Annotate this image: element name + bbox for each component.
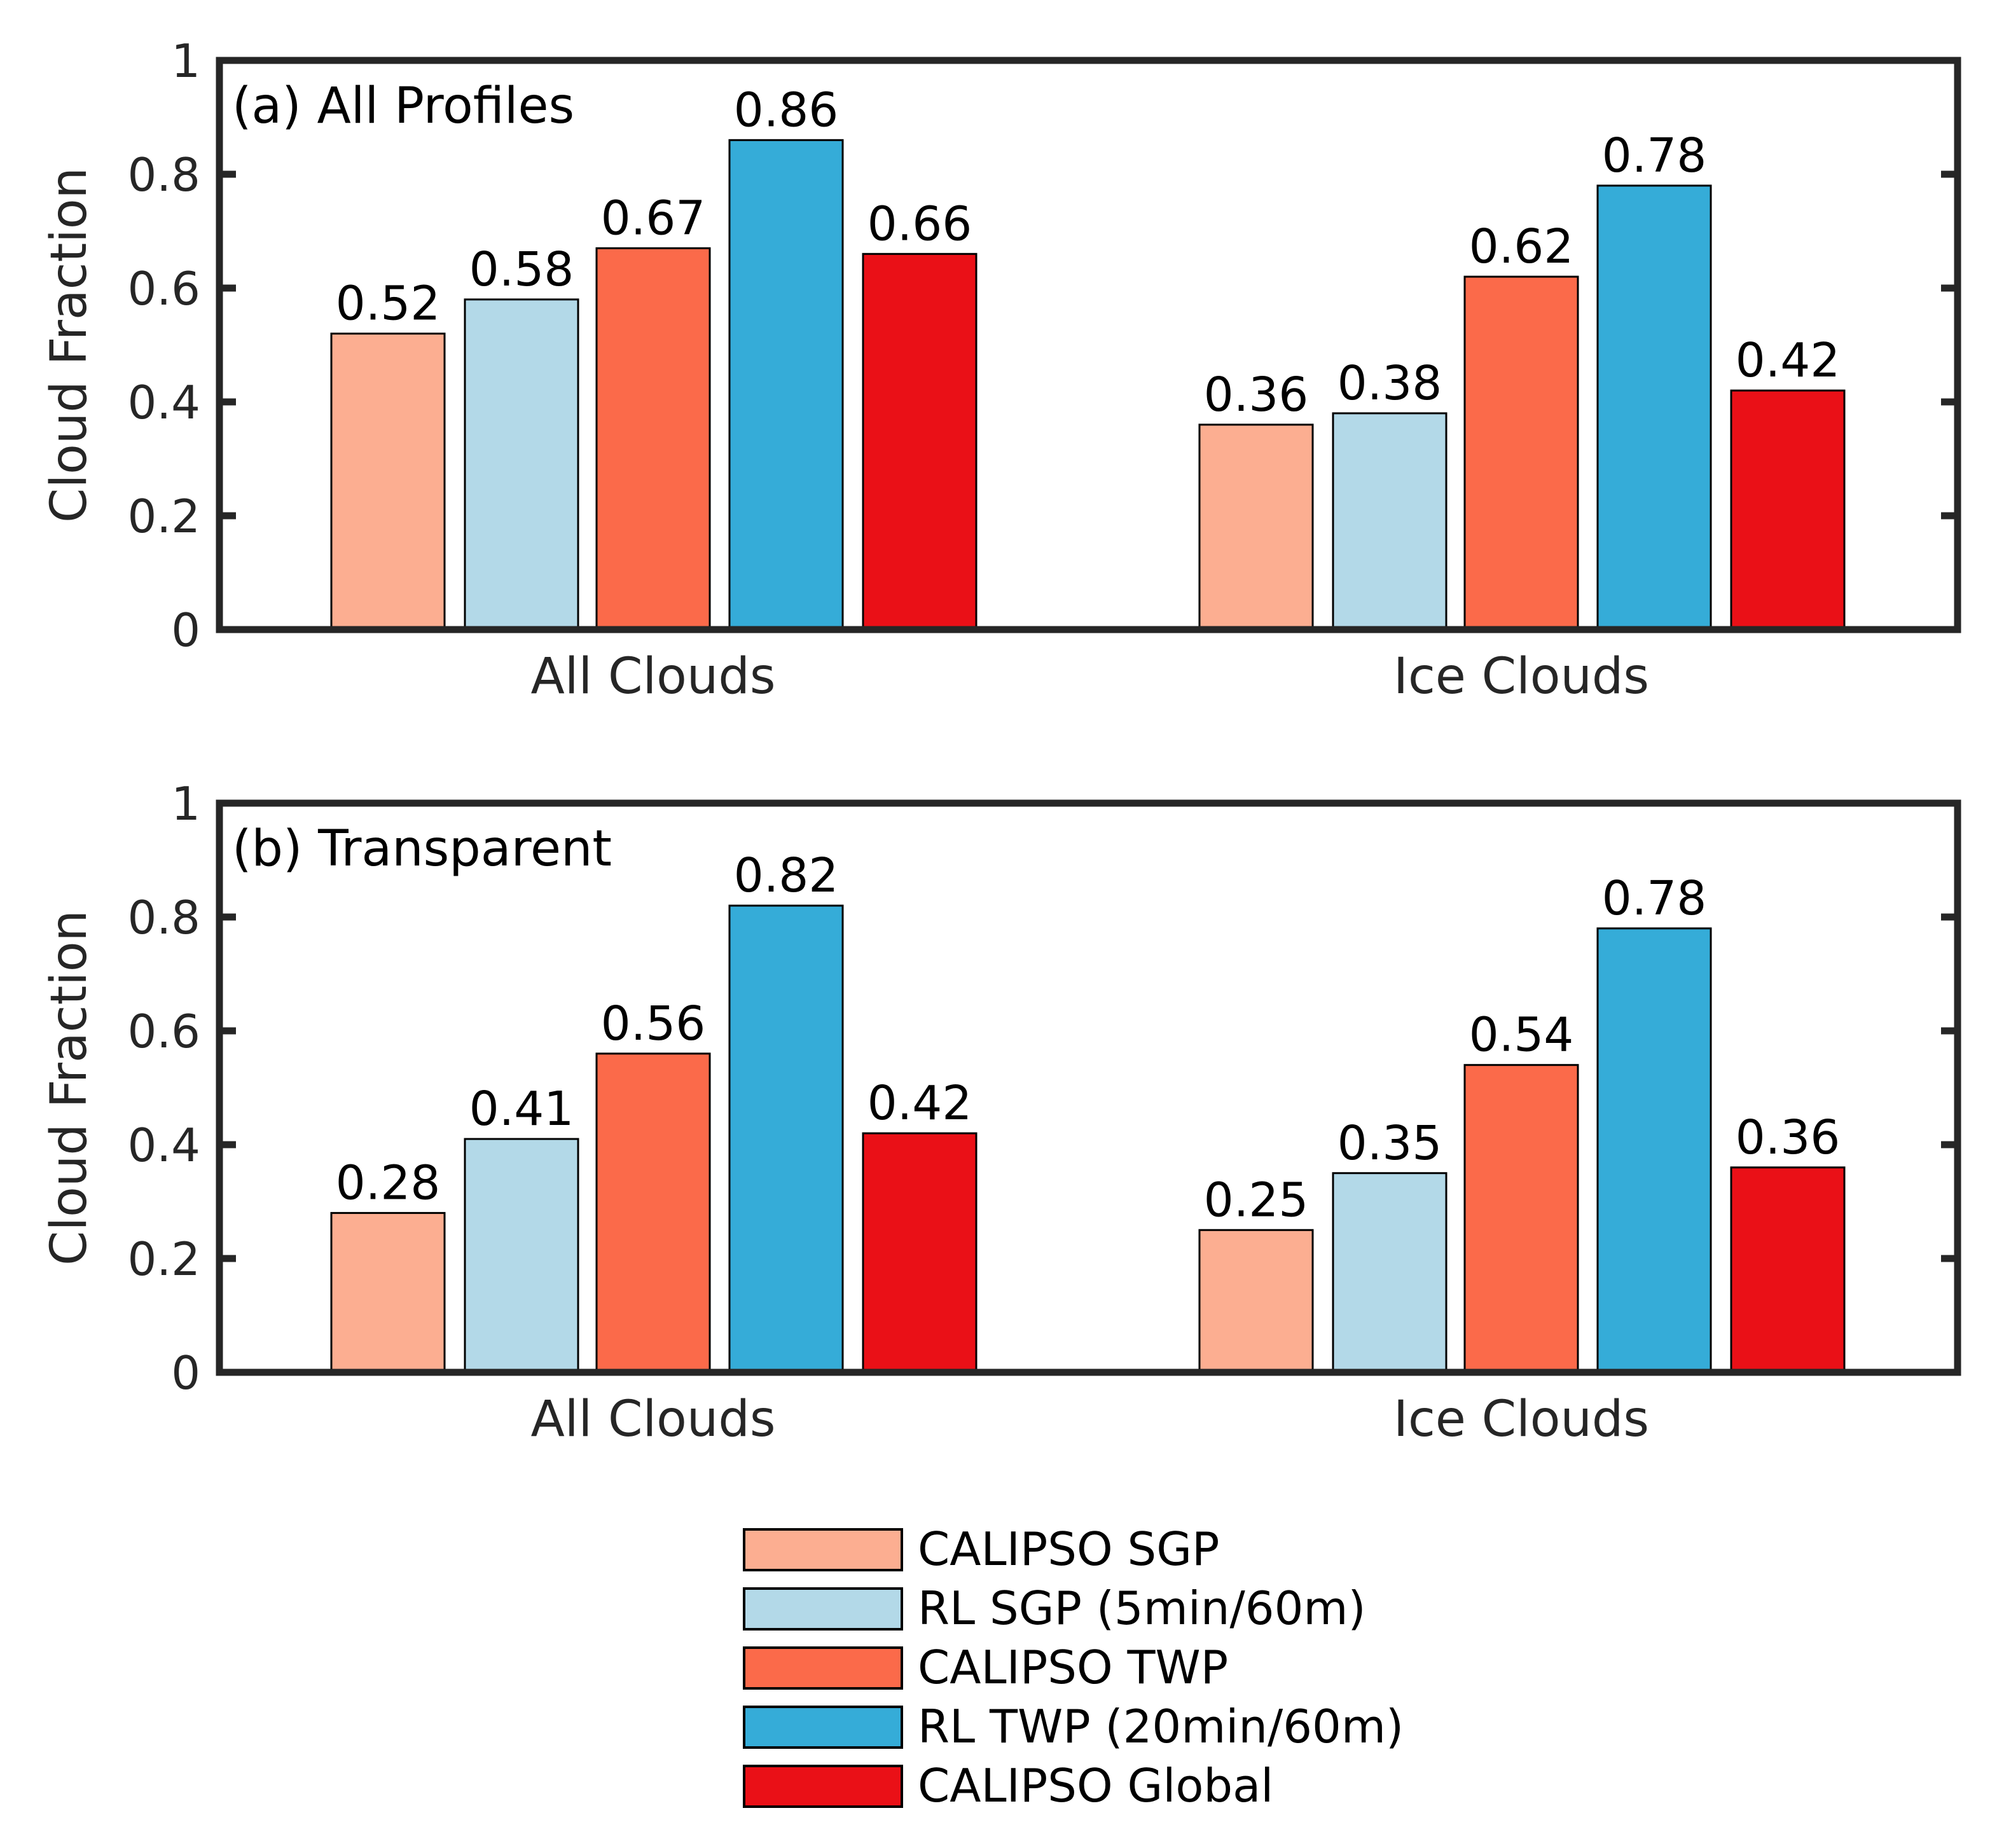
y-axis-title: Cloud Fraction: [41, 910, 98, 1265]
value-label: 0.28: [336, 1155, 441, 1210]
bar-5-all-clouds: [862, 1132, 978, 1374]
y-tick-label: 1: [171, 777, 200, 831]
bar-1-ice-clouds: [1198, 424, 1314, 631]
bar-3-all-clouds: [595, 247, 711, 631]
panel-b: 0.28 0.250.410.350.56 0.540.82 0.780.420.36…: [41, 777, 1961, 1448]
value-label: 0.58: [469, 242, 574, 297]
value-label: 0.67: [601, 191, 706, 245]
value-label: 0.52: [336, 277, 441, 331]
value-label: 0.86: [734, 83, 839, 137]
bar-2-all-clouds: [464, 1138, 579, 1374]
legend-label: RL SGP (5min/60m): [918, 1582, 1366, 1635]
y-tick-label: 1: [171, 34, 200, 88]
value-label: 0.78: [1602, 128, 1707, 183]
bar-5-ice-clouds: [1730, 389, 1846, 631]
panel-title: (b) Transparent: [232, 820, 612, 878]
value-label: 0.82: [734, 848, 839, 903]
legend-swatch-3: [743, 1646, 903, 1690]
bar-3-ice-clouds: [1463, 275, 1579, 631]
y-tick-label: 0: [171, 1346, 200, 1400]
axes-frame: [216, 799, 1961, 1376]
bar-1-all-clouds: [330, 1211, 446, 1374]
x-category-label: All Clouds: [531, 1391, 776, 1448]
bar-4-ice-clouds: [1596, 927, 1712, 1374]
x-category-label: All Clouds: [531, 648, 776, 705]
bar-3-ice-clouds: [1463, 1064, 1579, 1374]
bar-2-ice-clouds: [1332, 412, 1448, 631]
legend: CALIPSO SGP RL SGP (5min/60m) CALIPSO TWP R…: [743, 1522, 1404, 1812]
value-label: 0.42: [867, 1076, 972, 1131]
value-label: 0.42: [1736, 333, 1841, 388]
bar-4-all-clouds: [728, 139, 844, 631]
value-label: 0.25: [1204, 1173, 1309, 1227]
bar-1-all-clouds: [330, 333, 446, 631]
value-label: 0.62: [1469, 219, 1574, 274]
bar-4-ice-clouds: [1596, 184, 1712, 631]
legend-swatch-4: [743, 1706, 903, 1749]
y-axis-title: Cloud Fraction: [41, 167, 98, 523]
bar-2-all-clouds: [464, 298, 579, 631]
y-tick-label: 0.8: [127, 891, 200, 944]
bar-5-ice-clouds: [1730, 1166, 1846, 1374]
bar-2-ice-clouds: [1332, 1172, 1448, 1374]
y-tick-label: 0.4: [127, 376, 200, 429]
bar-5-all-clouds: [862, 252, 978, 631]
value-label: 0.36: [1736, 1110, 1841, 1165]
legend-label: CALIPSO Global: [918, 1759, 1273, 1812]
legend-label: CALIPSO SGP: [918, 1522, 1219, 1576]
value-label: 0.78: [1602, 871, 1707, 926]
y-tick-label: 0: [171, 603, 200, 657]
legend-label: RL TWP (20min/60m): [918, 1700, 1404, 1753]
legend-swatch-5: [743, 1765, 903, 1808]
bar-1-ice-clouds: [1198, 1229, 1314, 1374]
value-label: 0.56: [601, 996, 706, 1051]
y-tick-label: 0.4: [127, 1119, 200, 1172]
x-category-label: Ice Clouds: [1393, 1391, 1649, 1448]
bar-4-all-clouds: [728, 904, 844, 1374]
legend-swatch-2: [743, 1587, 903, 1631]
bar-3-all-clouds: [595, 1052, 711, 1374]
y-tick-label: 0.6: [127, 262, 200, 315]
value-label: 0.35: [1337, 1116, 1442, 1171]
value-label: 0.66: [867, 197, 972, 251]
y-tick-label: 0.6: [127, 1005, 200, 1058]
panel-a: 0.52 0.36 0.58 0.38 0.67 0.62 0.86 0.78 0.66 0.42…: [41, 34, 1961, 705]
value-label: 0.54: [1469, 1008, 1574, 1063]
value-label: 0.41: [469, 1082, 574, 1136]
y-tick-label: 0.8: [127, 148, 200, 202]
panel-title: (a) All Profiles: [232, 78, 574, 135]
axes-frame: [216, 57, 1961, 633]
value-label: 0.36: [1204, 368, 1309, 422]
legend-swatch-1: [743, 1528, 903, 1571]
legend-label: CALIPSO TWP: [918, 1641, 1228, 1694]
y-tick-label: 0.2: [127, 1232, 200, 1286]
x-category-label: Ice Clouds: [1393, 648, 1649, 705]
y-tick-label: 0.2: [127, 490, 200, 543]
value-label: 0.38: [1337, 356, 1442, 411]
